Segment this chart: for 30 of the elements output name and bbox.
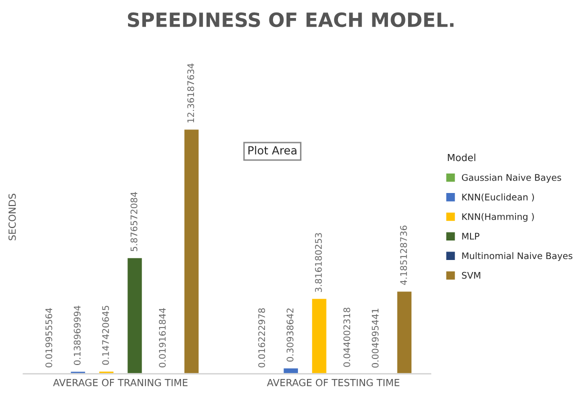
legend-label: KNN(Hamming ) <box>462 213 534 222</box>
data-label: 3.816180253 <box>315 233 322 292</box>
data-label: 0.004995441 <box>372 308 379 368</box>
data-label: 0.138969994 <box>74 306 81 365</box>
data-label: 0.016222978 <box>258 308 266 368</box>
bar <box>183 128 200 374</box>
data-label: 0.019161844 <box>158 308 166 368</box>
data-label: 0.019955564 <box>45 308 52 368</box>
legend-label: MLP <box>462 232 480 240</box>
chart-title: SPEEDINESS OF EACH MODEL. <box>128 12 454 28</box>
legend-label: Gaussian Naive Bayes <box>462 174 562 183</box>
legend-label: KNN(Euclidean ) <box>462 193 534 202</box>
data-label: 0.30938642 <box>286 308 294 362</box>
bar <box>310 298 328 374</box>
bar <box>282 367 300 374</box>
data-label: 4.185128736 <box>400 226 407 285</box>
bar <box>98 370 115 374</box>
bar <box>126 256 144 374</box>
x-tick-label: AVERAGE OF TESTING TIME <box>266 378 400 386</box>
annotation: Plot Area <box>248 146 296 155</box>
x-tick-label: AVERAGE OF TRANING TIME <box>53 378 188 386</box>
data-label: 0.044002318 <box>343 308 350 367</box>
data-label: 5.876572084 <box>130 192 138 252</box>
bar <box>396 290 413 374</box>
data-label: 12.36187634 <box>187 64 194 122</box>
legend-title: Model <box>448 154 476 162</box>
y-axis-title: SECONDS <box>8 194 16 240</box>
legend-label: SVM <box>462 272 480 279</box>
legend-label: Multinomial Naive Bayes <box>462 252 572 261</box>
data-label: 0.147420645 <box>102 306 109 365</box>
